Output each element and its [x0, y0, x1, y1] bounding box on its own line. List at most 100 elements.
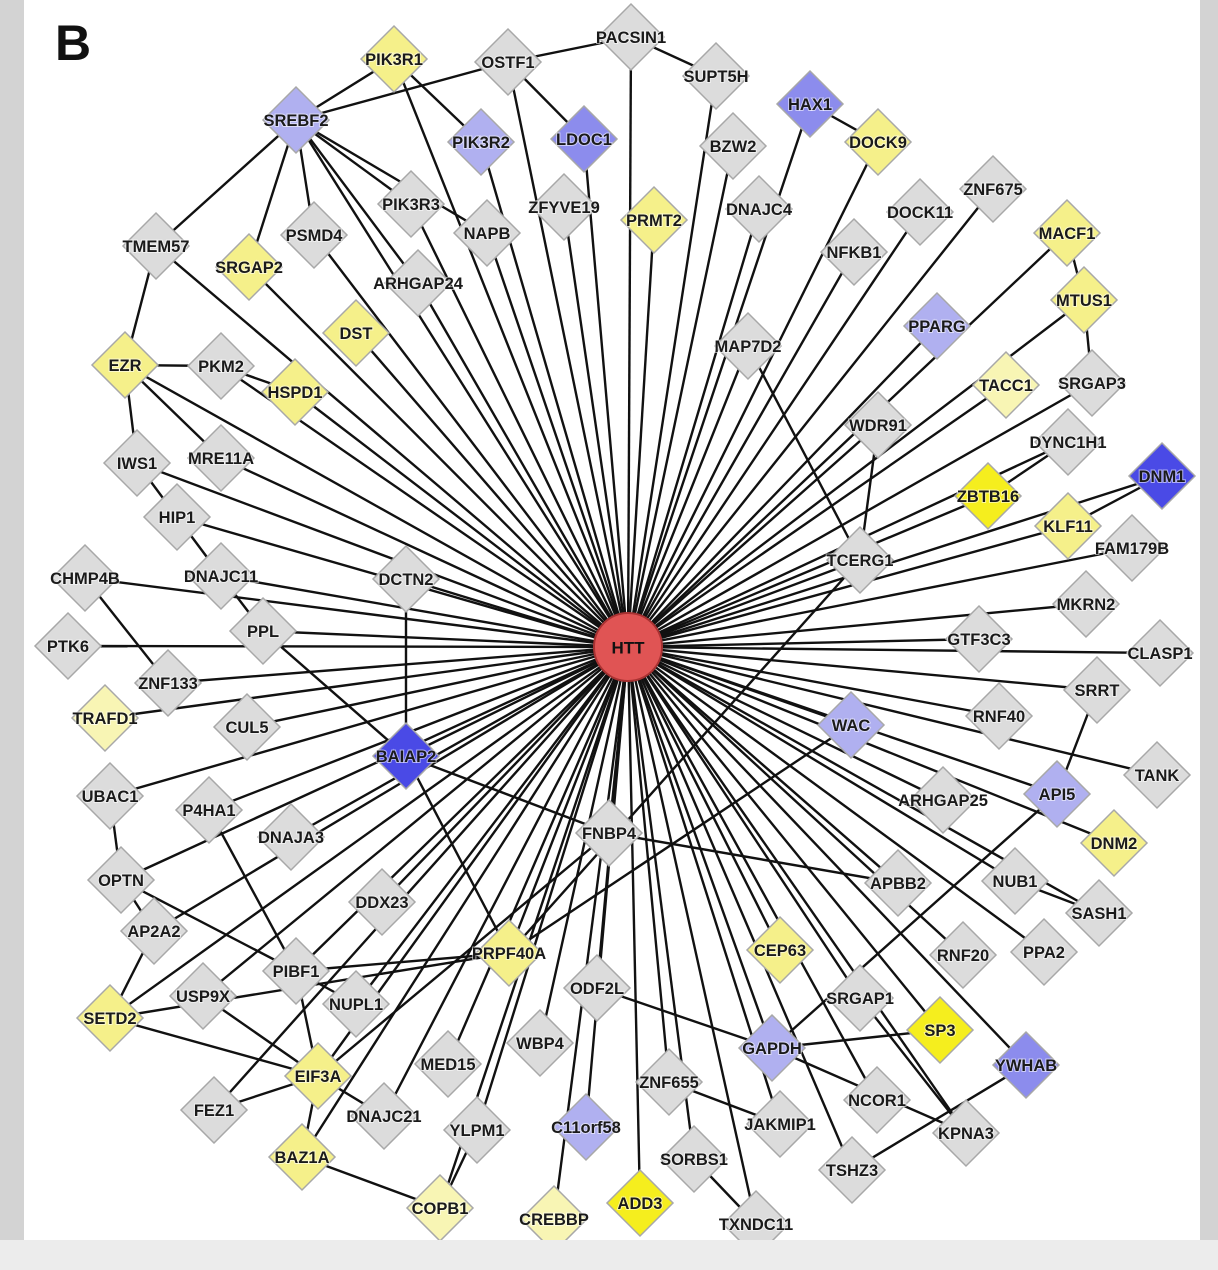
node-ylpm1: YLPM1 — [442, 1095, 512, 1165]
edge-htt-srgap1 — [626, 646, 862, 999]
node-tank: TANK — [1122, 740, 1192, 810]
edge-htt-hax1 — [626, 103, 812, 648]
node-label: EIF3A — [295, 1068, 342, 1086]
node-wdr91: WDR91 — [843, 390, 913, 460]
node-tacc1: TACC1 — [971, 350, 1041, 420]
edge-htt-ldoc1 — [582, 138, 630, 648]
edge-htt-pacsin1 — [626, 36, 633, 648]
node-mkrn2: MKRN2 — [1051, 569, 1121, 639]
edge-htt-macf1 — [627, 232, 1068, 648]
node-diamond — [260, 357, 330, 427]
node-rnf20: RNF20 — [928, 920, 998, 990]
edge-htt-dnajc11 — [220, 574, 629, 649]
edge-htt-nupl1 — [355, 646, 629, 1005]
node-label: SP3 — [924, 1022, 955, 1040]
node-pibf1: PIBF1 — [261, 936, 331, 1006]
node-label: APBB2 — [870, 875, 926, 893]
edge-htt-dnajc4 — [626, 208, 761, 648]
node-c11orf58: C11orf58 — [550, 1092, 622, 1162]
edge-htt-cep63 — [626, 646, 782, 951]
node-diamond — [953, 461, 1023, 531]
node-sash1: SASH1 — [1064, 878, 1134, 948]
node-diamond — [452, 198, 522, 268]
node-label: PRPF40A — [472, 945, 546, 963]
node-hip1: HIP1 — [142, 482, 212, 552]
node-label: PTK6 — [47, 638, 89, 656]
node-diamond — [214, 232, 284, 302]
node-label: ARHGAP24 — [373, 275, 464, 293]
node-diamond — [75, 983, 145, 1053]
node-baiap2: BAIAP2 — [371, 721, 441, 791]
node-pik3r3: PIK3R3 — [376, 169, 446, 239]
node-label: CUL5 — [225, 719, 268, 737]
node-diamond — [1064, 878, 1134, 948]
node-label: GAPDH — [742, 1040, 802, 1058]
node-diamond — [574, 798, 644, 868]
node-label: WBP4 — [516, 1035, 564, 1053]
node-iws1: IWS1 — [102, 428, 172, 498]
node-diamond — [885, 177, 955, 247]
node-srgap3: SRGAP3 — [1057, 348, 1127, 418]
edge-htt-bzw2 — [626, 145, 735, 648]
node-label: ODF2L — [570, 980, 624, 998]
edge-map7d2-tcerg1 — [746, 345, 862, 561]
node-trafd1: TRAFD1 — [70, 683, 140, 753]
node-diamond — [842, 1065, 912, 1135]
node-label: CREBBP — [519, 1211, 589, 1229]
node-label: CLASP1 — [1127, 645, 1192, 663]
node-cul5: CUL5 — [212, 692, 282, 762]
node-mtus1: MTUS1 — [1049, 265, 1119, 335]
node-diamond — [442, 1095, 512, 1165]
edge-htt-znf675 — [627, 188, 994, 648]
node-diamond — [321, 298, 391, 368]
node-label: P4HA1 — [182, 802, 235, 820]
node-diamond — [991, 1030, 1061, 1100]
node-chmp4b: CHMP4B — [49, 543, 121, 613]
edge-tshz3-ywhab — [851, 1063, 1027, 1172]
node-optn: OPTN — [86, 845, 156, 915]
node-map7d2: MAP7D2 — [714, 311, 782, 381]
node-ppa2: PPA2 — [1009, 917, 1079, 987]
edge-htt-ostf1 — [506, 61, 630, 648]
node-ap2a2: AP2A2 — [119, 896, 189, 966]
node-label: PIK3R3 — [382, 196, 440, 214]
node-diamond — [1097, 513, 1167, 583]
node-label: MTUS1 — [1056, 292, 1112, 310]
node-diamond — [1125, 618, 1195, 688]
node-setd2: SETD2 — [75, 983, 145, 1053]
edge-odf2l-gapdh — [596, 986, 773, 1050]
node-dnaja3: DNAJA3 — [256, 802, 326, 872]
node-diamond — [549, 104, 619, 174]
edge-htt-fam179b — [627, 546, 1133, 649]
edge-htt-wbp4 — [538, 646, 630, 1044]
node-supt5h: SUPT5H — [681, 41, 751, 111]
edge-htt-dnaja3 — [290, 645, 629, 839]
node-diamond — [905, 995, 975, 1065]
node-label: OPTN — [98, 872, 144, 890]
node-tshz3: TSHZ3 — [817, 1135, 887, 1205]
node-label: ZBTB16 — [957, 488, 1019, 506]
edge-htt-dst — [355, 332, 629, 648]
node-label: TMEM57 — [123, 238, 190, 256]
node-diamond — [70, 683, 140, 753]
node-nupl1: NUPL1 — [321, 969, 391, 1039]
node-label: BAZ1A — [274, 1149, 329, 1167]
node-diamond — [179, 1075, 249, 1145]
edge-htt-psmd4 — [313, 234, 629, 648]
node-diamond — [133, 648, 203, 718]
node-label: KPNA3 — [938, 1125, 994, 1143]
edge-htt-prmt2 — [626, 219, 656, 648]
node-label: NFKB1 — [826, 244, 881, 262]
node-label: SASH1 — [1071, 905, 1126, 923]
node-label: FAM179B — [1095, 540, 1169, 558]
node-znf655: ZNF655 — [634, 1047, 704, 1117]
edge-htt-srrt — [627, 645, 1098, 692]
node-diamond — [1033, 491, 1103, 561]
edge-htt-nub1 — [627, 645, 1016, 883]
edge-htt-fez1 — [213, 646, 629, 1111]
node-diamond — [186, 423, 256, 493]
edge-htt-dnm2 — [627, 645, 1115, 845]
node-diamond — [928, 920, 998, 990]
node-ostf1: OSTF1 — [473, 27, 543, 97]
node-diamond — [745, 915, 815, 985]
